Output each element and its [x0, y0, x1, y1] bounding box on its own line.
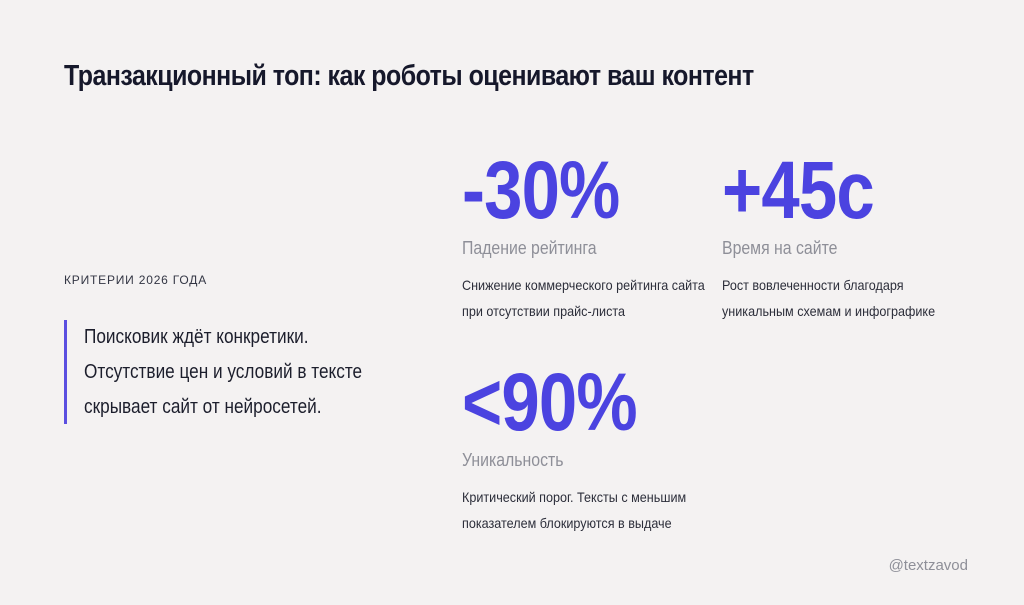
page-title: Транзакционный топ: как роботы оценивают…: [64, 60, 754, 92]
stat-uniqueness: <90% Уникальность Критический порог. Тек…: [462, 362, 732, 536]
stat-value: <90%: [462, 357, 638, 448]
stat-value: -30%: [462, 145, 620, 236]
quote-line: скрывает сайт от нейросетей.: [84, 396, 322, 418]
stat-description: Рост вовлеченности благодаря уникальным …: [722, 277, 936, 319]
quote-block: Поисковик ждёт конкретики. Отсутствие це…: [64, 320, 424, 424]
stat-value: +45с: [722, 145, 875, 236]
stat-description: Критический порог. Тексты с меньшим пока…: [462, 489, 687, 531]
stat-description: Снижение коммерческого рейтинга сайта пр…: [462, 277, 705, 319]
quote-line: Поисковик ждёт конкретики.: [84, 326, 309, 348]
stat-time-on-site: +45с Время на сайте Рост вовлеченности б…: [722, 150, 992, 324]
stat-label: Уникальность: [462, 450, 564, 470]
criteria-label: Критерии 2026 года: [64, 273, 207, 287]
stat-rating-drop: -30% Падение рейтинга Снижение коммерчес…: [462, 150, 732, 324]
quote-line: Отсутствие цен и условий в тексте: [84, 361, 363, 383]
stat-label: Падение рейтинга: [462, 238, 597, 258]
stat-label: Время на сайте: [722, 238, 838, 258]
author-handle: @textzavod: [888, 557, 968, 574]
